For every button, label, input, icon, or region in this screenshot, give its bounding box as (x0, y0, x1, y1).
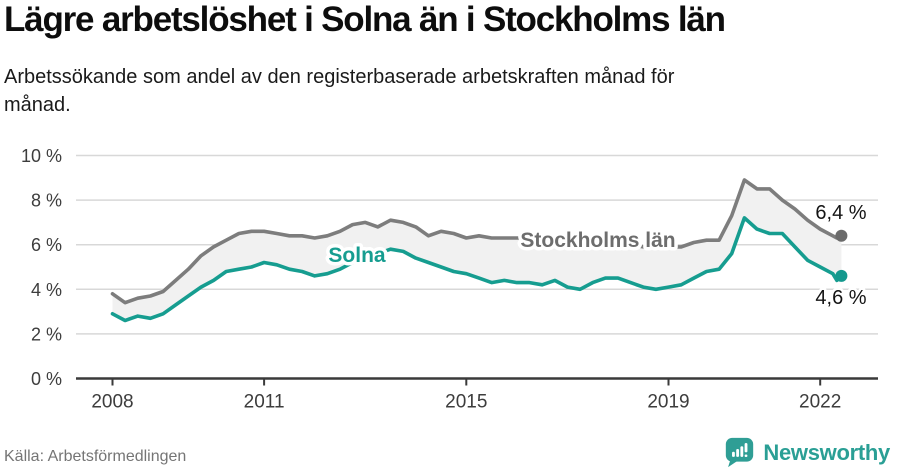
series-label-solna: Solna (328, 244, 385, 267)
subtitle-line-2: månad. (4, 93, 71, 116)
line-solna (110, 216, 844, 323)
source-credit: Källa: Arbetsförmedlingen (4, 448, 187, 465)
endpoint-dot-solna (835, 269, 848, 282)
end-value-label-solna: 4,6 % (815, 287, 866, 309)
y-tick-label: 0 % (31, 369, 62, 389)
y-tick-label: 4 % (31, 280, 62, 300)
y-tick-label: 10 % (21, 146, 62, 166)
y-tick-label: 6 % (31, 235, 62, 255)
line-stockholms-lan (110, 178, 844, 305)
x-axis: 2008 2011 2015 2019 2022 (76, 377, 878, 413)
x-tick-label: 2019 (647, 392, 689, 413)
endpoint-dot-stockholms-lan (835, 229, 848, 242)
end-value-label-stockholms-lan: 6,4 % (815, 202, 866, 224)
chart-subtitle: Arbetssökande som andel av den registerb… (4, 64, 844, 119)
x-tick-label: 2011 (244, 392, 285, 413)
brand-wordmark: Newsworthy (763, 439, 890, 465)
x-tick-label: 2015 (445, 392, 487, 413)
x-tick-label: 2022 (799, 392, 841, 413)
brand-logo: Newsworthy (724, 437, 890, 468)
subtitle-line-1: Arbetssökande som andel av den registerb… (4, 66, 675, 88)
newsworthy-logo-icon (726, 437, 754, 468)
series-label-stockholms-lan: Stockholms län (520, 229, 675, 252)
y-tick-label: 2 % (31, 324, 62, 344)
band-between-series (112, 180, 842, 321)
page-title: Lägre arbetslöshet i Solna än i Stockhol… (4, 0, 726, 39)
y-tick-label: 8 % (31, 191, 62, 211)
x-tick-label: 2008 (91, 392, 133, 413)
